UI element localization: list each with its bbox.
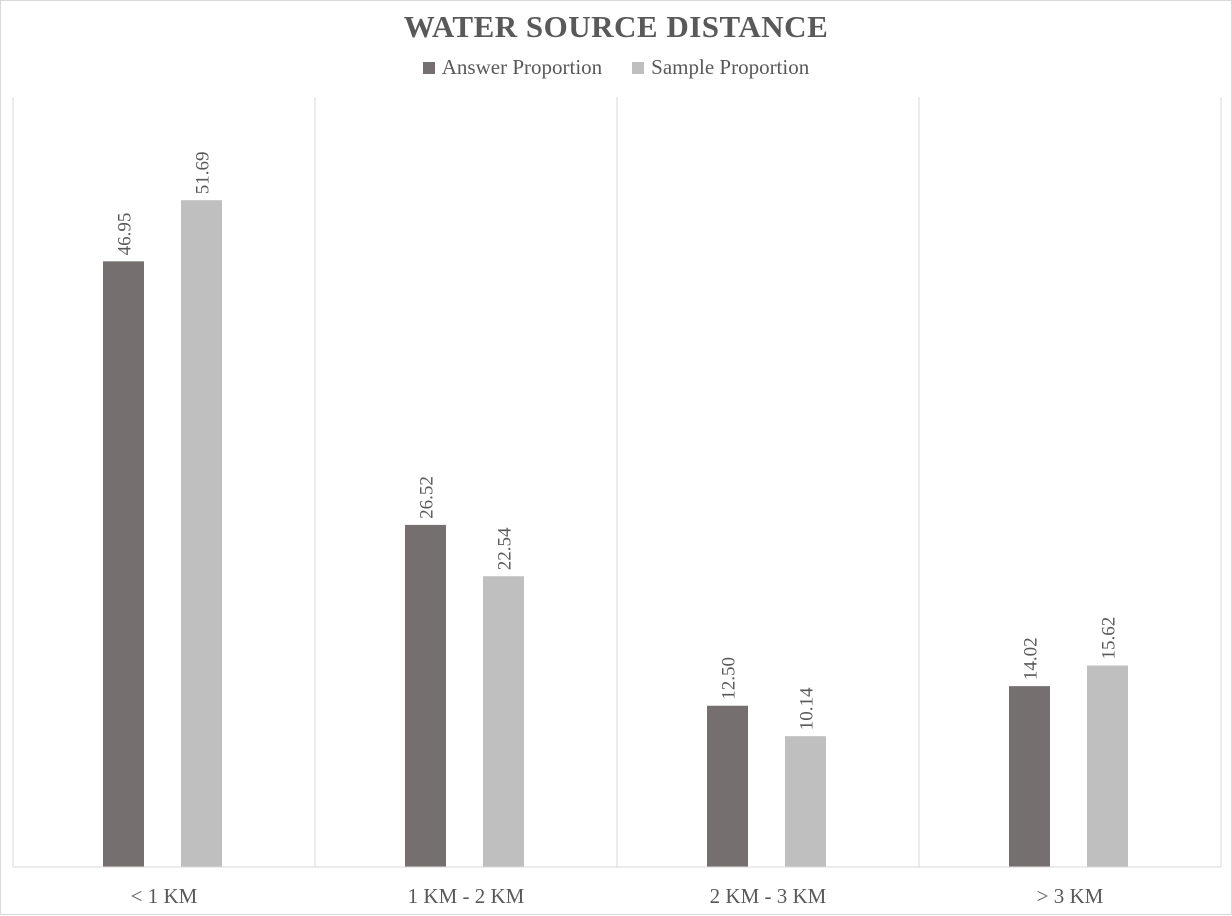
bar-answer: [405, 524, 446, 867]
data-label: 46.95: [115, 213, 136, 256]
legend: Answer Proportion Sample Proportion: [1, 55, 1231, 80]
bar-sample: [181, 200, 222, 868]
data-label: 51.69: [193, 151, 214, 194]
data-label: 10.14: [797, 687, 818, 730]
bar-sample: [1087, 665, 1128, 867]
bar-sample: [785, 736, 826, 867]
legend-item-answer: Answer Proportion: [422, 55, 603, 80]
data-label: 15.62: [1099, 617, 1120, 660]
legend-swatch-sample: [632, 61, 645, 74]
x-tick-label: > 3 KM: [1037, 884, 1104, 908]
data-label: 26.52: [417, 476, 438, 519]
x-tick-label: 2 KM - 3 KM: [710, 884, 827, 908]
x-tick-label: 1 KM - 2 KM: [408, 884, 525, 908]
data-label: 22.54: [495, 527, 516, 570]
legend-swatch-answer: [422, 61, 435, 74]
legend-item-sample: Sample Proportion: [632, 55, 809, 80]
data-label: 14.02: [1021, 637, 1042, 680]
bar-sample: [483, 576, 524, 867]
x-tick-label: < 1 KM: [131, 884, 198, 908]
legend-label-sample: Sample Proportion: [651, 55, 810, 79]
data-label: 12.50: [719, 657, 740, 700]
bar-answer: [103, 261, 144, 868]
chart-title: WATER SOURCE DISTANCE: [403, 9, 829, 44]
bar-answer: [707, 705, 748, 867]
legend-label-answer: Answer Proportion: [441, 55, 603, 79]
bar-answer: [1009, 686, 1050, 867]
